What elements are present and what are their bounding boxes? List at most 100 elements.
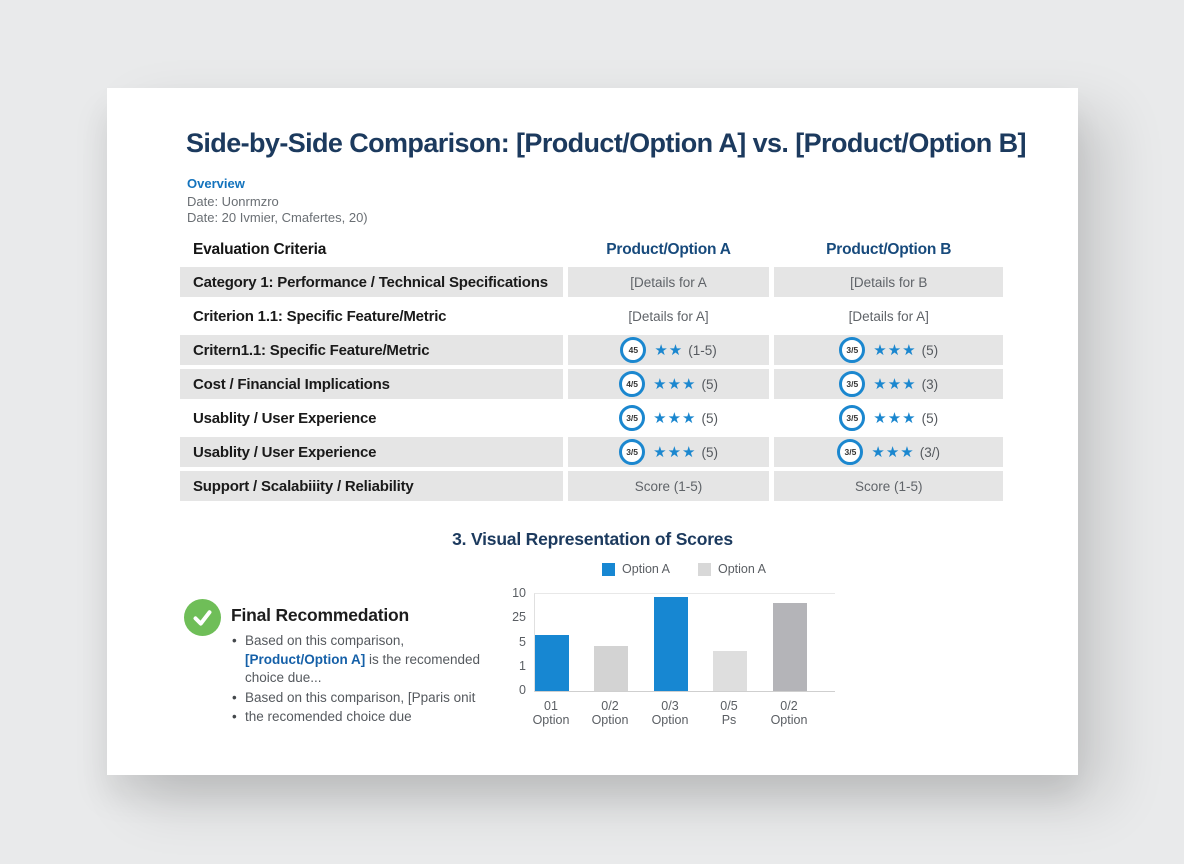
table-body: Category 1: Performance / Technical Spec… bbox=[180, 267, 1003, 501]
table-header-row: Evaluation Criteria Product/Option A Pro… bbox=[180, 236, 1003, 264]
y-tick-label: 5 bbox=[519, 634, 526, 649]
x-tick-label: 01 Option bbox=[516, 699, 586, 727]
table-row: Critern1.1: Specific Feature/Metric 45 ★★(… bbox=[180, 335, 1003, 365]
score-range-text: (3) bbox=[921, 376, 939, 392]
score-cell: 3/5 ★★★ (5) bbox=[774, 335, 1003, 365]
legend-item: Option A bbox=[602, 562, 670, 576]
star-icons: ★★★ bbox=[873, 341, 917, 359]
score-cell: 3/5 ★★★ (5) bbox=[774, 403, 1003, 433]
score-range-text: (5) bbox=[921, 342, 939, 358]
detail-cell: [Details for A bbox=[567, 267, 770, 297]
criteria-label: Critern1.1: Specific Feature/Metric bbox=[180, 335, 563, 365]
score-cell: 45 ★★ (1-5) bbox=[567, 335, 770, 365]
legend-label: Option A bbox=[622, 562, 670, 576]
x-tick-line2: Option bbox=[591, 713, 629, 727]
star-icons: ★★★ bbox=[653, 409, 697, 427]
score-range-text: (5) bbox=[701, 444, 718, 460]
bullet-item: the recomended choice due bbox=[231, 708, 507, 727]
score-badge: 3/5 bbox=[839, 371, 866, 397]
score-range-text: (5) bbox=[701, 410, 718, 426]
star-icons: ★★★ bbox=[871, 443, 915, 461]
legend-swatch-icon bbox=[602, 562, 616, 576]
x-tick-line2: Option bbox=[532, 713, 570, 727]
bullet-text: Based on this comparison, bbox=[245, 633, 405, 648]
criteria-label: Usablity / User Experience bbox=[180, 437, 563, 467]
y-axis-ticks: 10 25 5 1 0 bbox=[492, 586, 534, 697]
legend-label: Option A bbox=[718, 562, 766, 576]
recommendation-body: Final Recommedation Based on this compar… bbox=[231, 599, 507, 728]
score-range-text: (5) bbox=[921, 410, 939, 426]
check-icon bbox=[184, 599, 221, 636]
bullet-text: is the recomended choice due... bbox=[245, 651, 481, 686]
bullet-item: Based on this comparison, [Pparis onit bbox=[231, 689, 507, 708]
col-header-option-a: Product/Option A bbox=[606, 241, 731, 258]
x-tick-label: 0/3 Option bbox=[635, 699, 705, 727]
x-tick-line1: 0/2 bbox=[780, 699, 798, 713]
chart-bar bbox=[654, 597, 688, 691]
table-row: Support / Scalabiiity / Reliability Score… bbox=[180, 471, 1003, 501]
chart-bar bbox=[713, 651, 747, 691]
x-tick-label: 0/2 Option bbox=[754, 699, 824, 727]
score-cell: 3/5 ★★★ (5) bbox=[568, 403, 770, 433]
y-tick-label: 1 bbox=[519, 658, 526, 673]
x-tick-line1: 0/5 bbox=[720, 699, 738, 713]
table-row: Usablity / User Experience 3/5 ★★★ (5) 3/5 ★★… bbox=[180, 403, 1003, 433]
score-badge: 3/5 bbox=[837, 439, 864, 465]
score-badge: 3/5 bbox=[619, 439, 646, 465]
x-tick-line1: 01 bbox=[544, 699, 558, 713]
legend-swatch-icon bbox=[698, 562, 711, 576]
overview-date-line-2: Date: 20 Ivmier, Cmafertes, 20) bbox=[187, 210, 368, 225]
chart-plot-area bbox=[534, 593, 835, 692]
x-tick-line2: Option bbox=[770, 713, 808, 727]
x-tick-line2: Option bbox=[651, 713, 689, 727]
highlighted-text: [Product/Option A] bbox=[245, 651, 366, 667]
bullet-item: Based on this comparison, [Product/Optio… bbox=[231, 632, 507, 688]
x-tick-line1: 0/3 bbox=[661, 699, 679, 713]
legend-item: Option A bbox=[698, 562, 766, 576]
score-cell: 3/5 ★★★ (3) bbox=[774, 369, 1003, 399]
x-tick-line2: Ps bbox=[721, 713, 737, 727]
x-tick-label: 0/2 Option bbox=[575, 699, 645, 727]
document-card: Side-by-Side Comparison: [Product/Option… bbox=[107, 88, 1078, 775]
bullet-text: Based on this comparison, [Pparis onit bbox=[245, 689, 476, 705]
score-badge: 4/5 bbox=[619, 371, 646, 397]
table-row: Usablity / User Experience 3/5 ★★★ (5) 3/5 ★★… bbox=[180, 437, 1003, 467]
overview-heading: Overview bbox=[187, 176, 245, 191]
score-range-text: (1-5) bbox=[688, 342, 717, 358]
detail-cell: [Details for A] bbox=[628, 308, 709, 324]
criteria-label: Category 1: Performance / Technical Spec… bbox=[180, 267, 563, 297]
chart-bar bbox=[773, 603, 807, 691]
star-icons: ★★★ bbox=[873, 375, 917, 393]
bar-chart: 10 25 5 1 0 01 Option 0/2 Option 0/3 Option 0/5 Ps 0… bbox=[492, 586, 835, 727]
chart-bar bbox=[594, 646, 628, 691]
score-cell: 4/5 ★★★ (5) bbox=[567, 369, 770, 399]
chart-title: 3. Visual Representation of Scores bbox=[452, 529, 733, 549]
detail-cell: [Details for A] bbox=[848, 308, 929, 324]
score-range-text: (3/) bbox=[919, 444, 940, 460]
score-badge: 3/5 bbox=[839, 337, 866, 363]
bullet-text: the recomended choice due bbox=[245, 709, 412, 724]
chart-bar bbox=[535, 635, 569, 691]
detail-cell: Score (1-5) bbox=[567, 471, 770, 501]
final-recommendation-section: Final Recommedation Based on this compar… bbox=[184, 599, 507, 728]
score-badge: 45 bbox=[620, 337, 647, 363]
x-tick-line1: 0/2 bbox=[601, 699, 619, 713]
col-header-option-b: Product/Option B bbox=[826, 241, 952, 258]
star-icons: ★★ bbox=[654, 341, 684, 359]
table-row: Category 1: Performance / Technical Spec… bbox=[180, 267, 1003, 297]
criteria-label: Support / Scalabiiity / Reliability bbox=[180, 471, 563, 501]
score-badge: 3/5 bbox=[619, 405, 646, 431]
star-icons: ★★★ bbox=[873, 409, 917, 427]
recommendation-heading: Final Recommedation bbox=[231, 605, 410, 625]
table-row: Cost / Financial Implications 4/5 ★★★ (5) 3/… bbox=[180, 369, 1003, 399]
overview-date-line-1: Date: Uonrmzro bbox=[187, 194, 279, 209]
chart-legend: Option A Option A bbox=[534, 562, 834, 576]
y-tick-label: 25 bbox=[512, 610, 526, 625]
score-cell: 3/5 ★★★ (5) bbox=[567, 437, 770, 467]
star-icons: ★★★ bbox=[653, 375, 697, 393]
y-tick-label: 0 bbox=[519, 683, 526, 697]
detail-cell: [Details for B bbox=[774, 267, 1003, 297]
y-tick-label: 10 bbox=[512, 586, 526, 600]
detail-cell: Score (1-5) bbox=[774, 471, 1003, 501]
overview-section: Overview Date: Uonrmzro Date: 20 Ivmier,… bbox=[187, 176, 368, 226]
